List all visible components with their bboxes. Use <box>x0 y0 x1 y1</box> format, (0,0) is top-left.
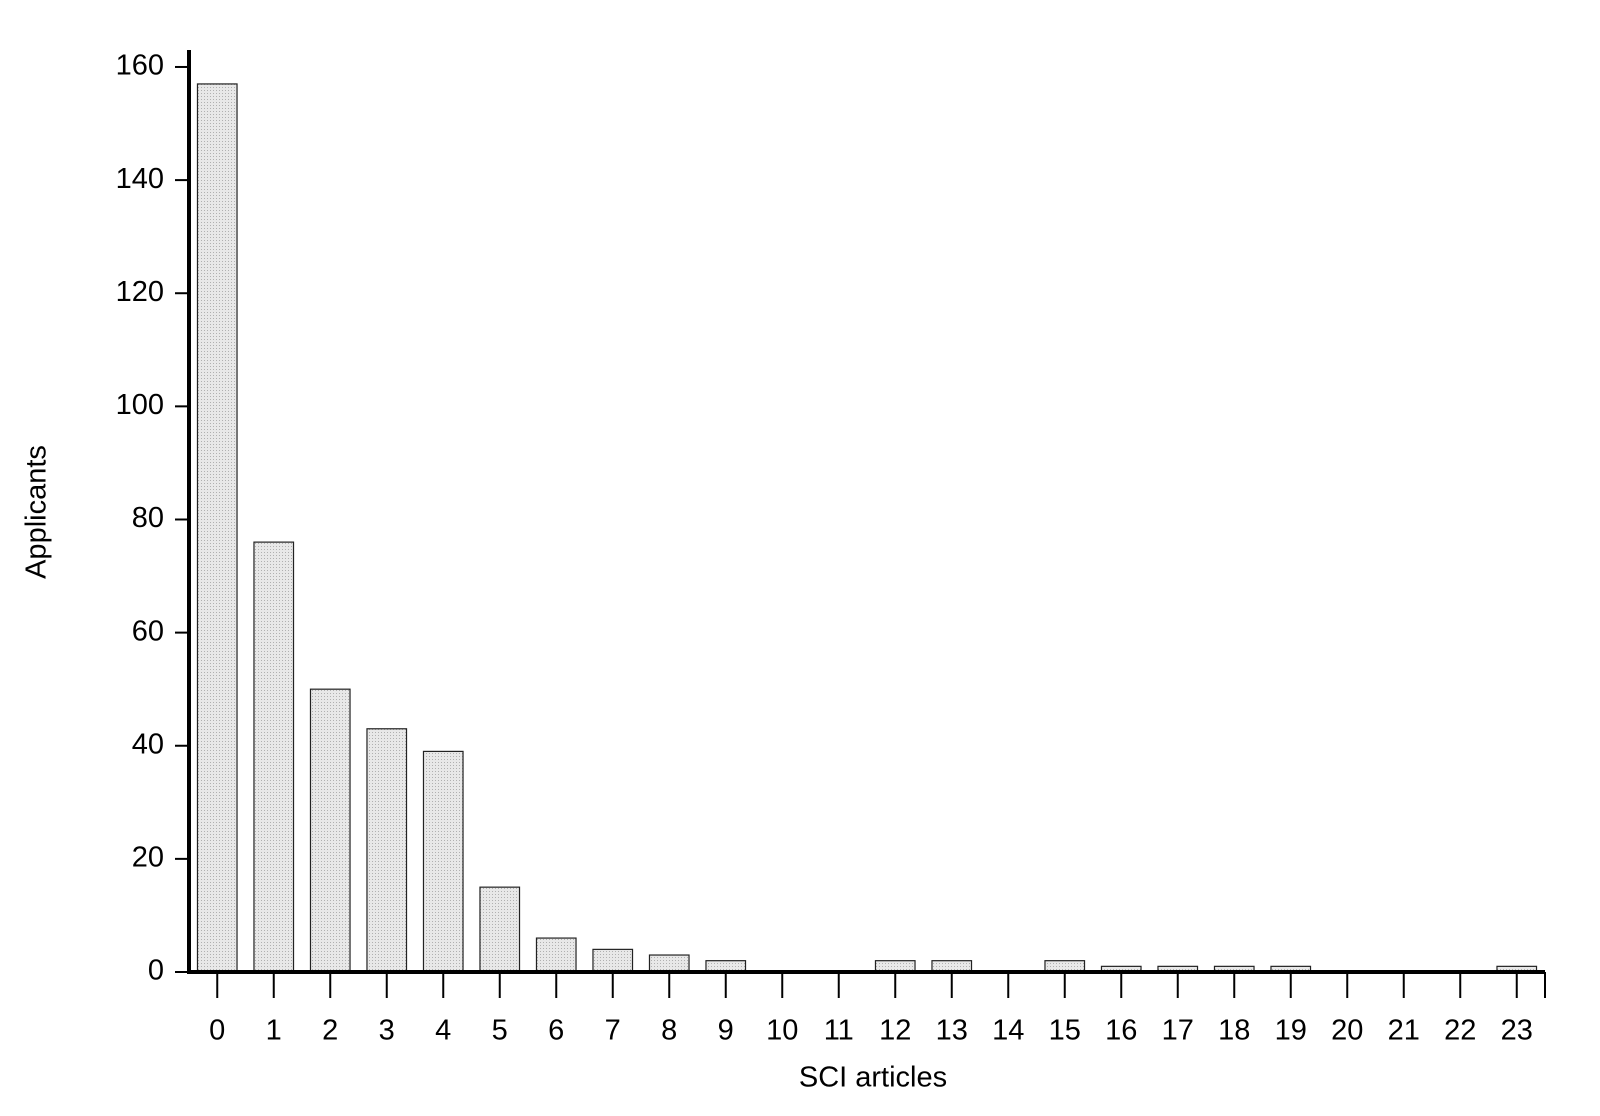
y-tick-label: 0 <box>148 955 164 987</box>
x-tick-label: 6 <box>548 1015 564 1047</box>
x-tick-label: 15 <box>1049 1015 1081 1047</box>
x-tick-label: 8 <box>661 1015 677 1047</box>
bar <box>479 886 521 973</box>
x-tick-label: 0 <box>209 1015 225 1047</box>
x-tick-label: 13 <box>936 1015 968 1047</box>
y-tick-label: 40 <box>132 728 164 760</box>
x-tick-label: 21 <box>1388 1015 1420 1047</box>
bar <box>253 541 295 973</box>
bar <box>592 948 634 973</box>
bar <box>422 750 464 973</box>
x-tick-label: 22 <box>1444 1015 1476 1047</box>
bar <box>366 728 408 973</box>
y-tick-label: 140 <box>116 163 164 195</box>
bar <box>535 937 577 973</box>
y-tick-label: 80 <box>132 502 164 534</box>
y-tick-label: 100 <box>116 389 164 421</box>
x-axis-label: SCI articles <box>799 1062 947 1094</box>
y-tick-label: 120 <box>116 276 164 308</box>
x-tick-label: 23 <box>1501 1015 1533 1047</box>
x-tick-label: 9 <box>718 1015 734 1047</box>
x-tick-label: 19 <box>1275 1015 1307 1047</box>
x-tick-label: 3 <box>379 1015 395 1047</box>
x-tick-label: 5 <box>492 1015 508 1047</box>
bar <box>196 83 238 973</box>
x-tick-label: 7 <box>605 1015 621 1047</box>
x-tick-label: 17 <box>1162 1015 1194 1047</box>
x-tick-label: 11 <box>824 1015 854 1047</box>
x-tick-label: 18 <box>1218 1015 1250 1047</box>
x-tick-label: 12 <box>879 1015 911 1047</box>
x-tick-label: 16 <box>1105 1015 1137 1047</box>
y-tick-label: 60 <box>132 615 164 647</box>
x-tick-label: 10 <box>766 1015 798 1047</box>
y-axis-label: Applicants <box>21 445 53 579</box>
y-tick-label: 160 <box>116 50 164 82</box>
x-tick-label: 1 <box>266 1015 282 1047</box>
x-tick-label: 20 <box>1331 1015 1363 1047</box>
bar <box>648 954 690 973</box>
bar <box>309 688 351 973</box>
x-tick-label: 2 <box>322 1015 338 1047</box>
y-tick-label: 20 <box>132 842 164 874</box>
x-tick-label: 14 <box>992 1015 1024 1047</box>
x-tick-label: 4 <box>435 1015 451 1047</box>
